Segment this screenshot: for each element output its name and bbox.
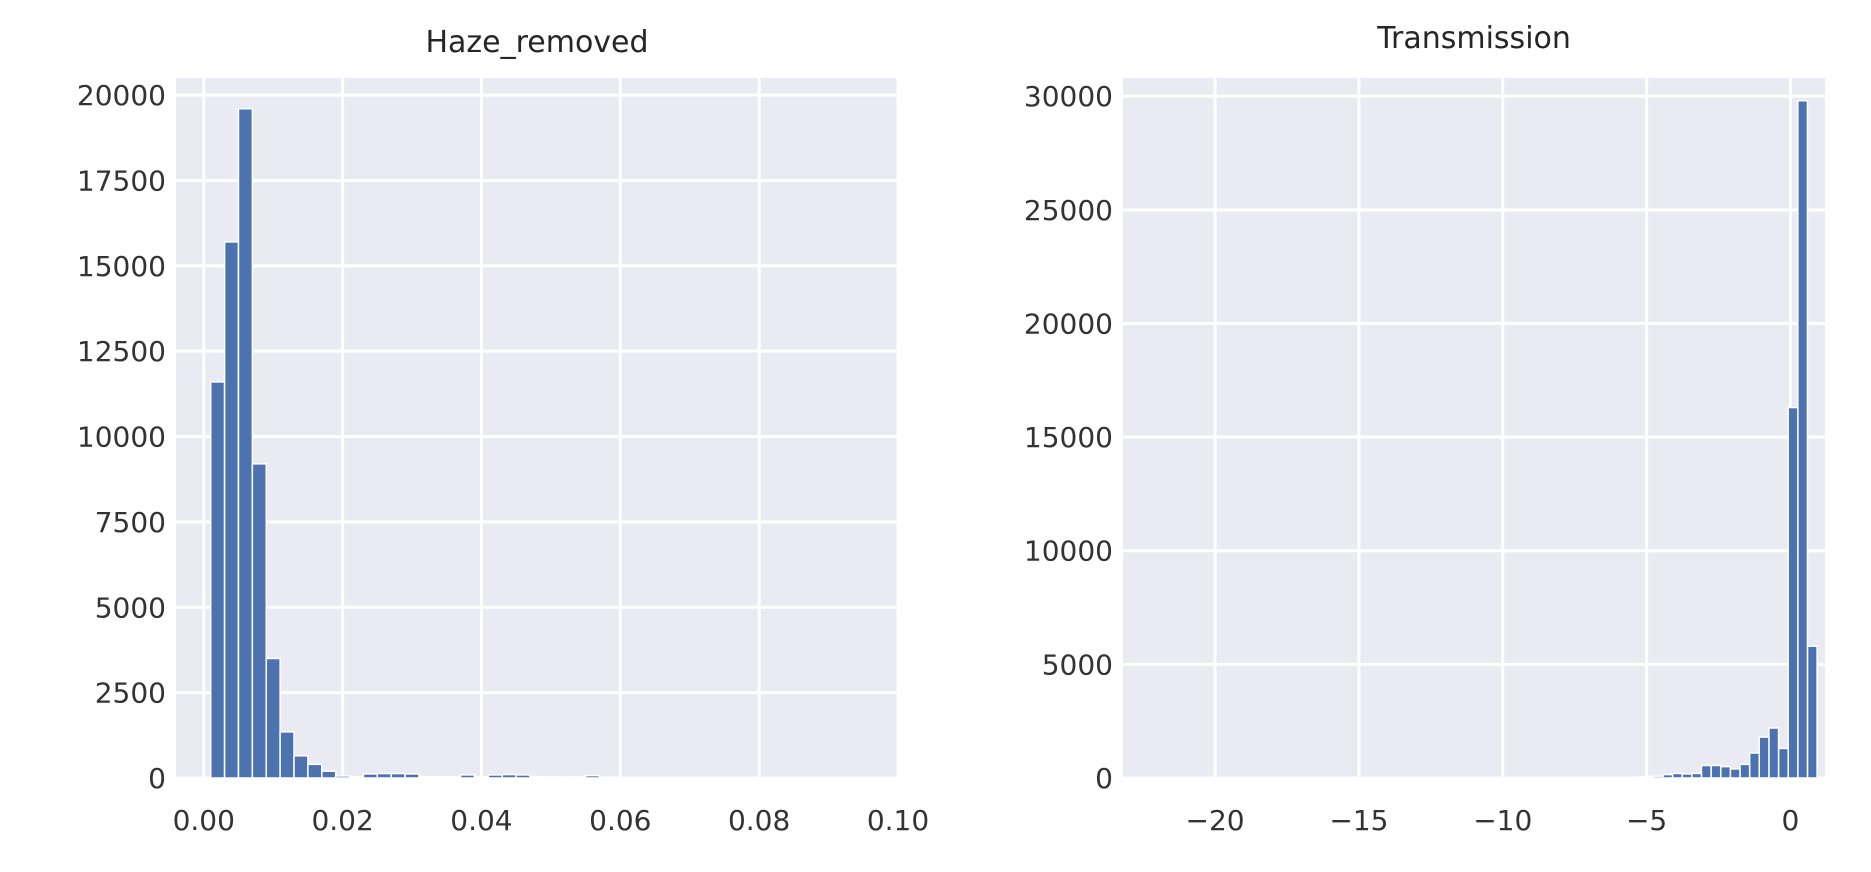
haze-removed-bar	[348, 775, 365, 779]
haze-removed-plot-area	[176, 78, 898, 778]
haze-removed-bar	[612, 776, 628, 779]
haze-removed-bar	[418, 775, 434, 779]
haze-removed-bar	[265, 657, 281, 779]
transmission-y-ticks: 0 5000 10000 15000 20000 25000 30000	[1024, 80, 1113, 795]
transmission-bar	[1787, 406, 1799, 779]
transmission-bar	[1642, 775, 1654, 779]
haze-removed-y-tick-label: 12500	[77, 335, 166, 368]
transmission-bar	[1671, 772, 1683, 779]
transmission-y-tick-label: 0	[1095, 762, 1113, 795]
transmission-plot-area	[1123, 78, 1825, 778]
transmission-x-tick-label: −5	[1626, 804, 1667, 837]
transmission-bar	[1691, 772, 1703, 779]
haze-removed-x-tick-label: 0.04	[450, 804, 512, 837]
haze-removed-y-tick-label: 2500	[95, 677, 166, 710]
haze-removed-y-tick-label: 15000	[77, 250, 166, 283]
transmission-x-tick-label: 0	[1782, 804, 1800, 837]
transmission-x-ticks: −20 −15 −10 −5 0	[1186, 804, 1800, 837]
transmission-bars	[1613, 99, 1818, 779]
haze-removed-gridlines	[176, 78, 900, 780]
transmission-bar	[1797, 99, 1809, 779]
haze-removed-y-ticks: 0 2500 5000 7500 10000 12500 15000 17500 20000	[77, 79, 166, 795]
transmission-bar	[1806, 645, 1818, 779]
transmission-y-tick-label: 10000	[1024, 535, 1113, 568]
haze-removed-x-tick-label: 0.08	[728, 804, 790, 837]
transmission-y-tick-label: 5000	[1042, 648, 1113, 681]
transmission-bar	[1748, 752, 1761, 779]
haze-removed-bar	[209, 381, 226, 779]
transmission-bar	[1739, 763, 1751, 779]
haze-removed-bar	[279, 731, 295, 779]
haze-removed-bar	[543, 776, 559, 779]
haze-removed-bar	[584, 774, 601, 779]
transmission-bar	[1700, 764, 1712, 779]
haze-removed-title: Haze_removed	[425, 25, 648, 60]
transmission-y-tick-label: 15000	[1024, 421, 1113, 454]
haze-removed-y-tick-label: 20000	[77, 79, 166, 112]
haze-removed-y-tick-label: 0	[148, 762, 166, 795]
transmission-bar	[1633, 776, 1645, 779]
haze-removed-bar	[529, 775, 545, 779]
haze-removed-bar	[293, 755, 309, 779]
haze-removed-bar	[446, 775, 462, 779]
haze-removed-bar	[570, 776, 587, 779]
haze-removed-x-tick-label: 0.10	[867, 804, 929, 837]
haze-removed-y-tick-label: 10000	[77, 421, 166, 454]
haze-removed-y-tick-label: 17500	[77, 164, 166, 197]
haze-removed-bar	[334, 775, 351, 779]
transmission-x-tick-label: −20	[1186, 804, 1245, 837]
haze-removed-x-tick-label: 0.02	[311, 804, 373, 837]
haze-removed-bar	[362, 773, 379, 779]
haze-removed-bar	[515, 774, 531, 779]
haze-removed-bar	[223, 241, 240, 779]
haze-removed-panel: 0 2500 5000 7500 10000 12500 15000 17500 20000 0…	[77, 25, 929, 837]
haze-removed-bar	[598, 776, 615, 779]
haze-removed-bar	[557, 776, 573, 779]
transmission-panel: 0 5000 10000 15000 20000 25000 30000 −20 −15 −10…	[1024, 21, 1825, 837]
haze-removed-x-tick-label: 0.06	[589, 804, 651, 837]
haze-removed-x-ticks: 0.00 0.02 0.04 0.06 0.08 0.10	[173, 804, 930, 837]
transmission-bar	[1768, 727, 1780, 779]
transmission-bar	[1710, 764, 1722, 779]
haze-removed-bar	[487, 774, 504, 779]
haze-removed-x-tick-label: 0.00	[173, 804, 235, 837]
transmission-y-tick-label: 25000	[1024, 194, 1113, 227]
haze-removed-bar	[432, 775, 448, 779]
transmission-x-tick-label: −10	[1473, 804, 1532, 837]
transmission-bar	[1758, 736, 1770, 779]
transmission-bar	[1652, 775, 1664, 779]
transmission-bar	[1777, 747, 1789, 779]
haze-removed-bar	[501, 773, 517, 779]
haze-removed-bars	[209, 107, 628, 779]
haze-removed-bar	[237, 107, 254, 779]
haze-removed-bar	[459, 774, 476, 779]
haze-removed-bar	[307, 763, 323, 779]
haze-removed-y-tick-label: 7500	[95, 506, 166, 539]
haze-removed-bar	[251, 463, 268, 779]
haze-removed-bar	[390, 772, 406, 779]
haze-removed-bar	[404, 773, 420, 779]
haze-removed-bar	[321, 770, 337, 779]
transmission-y-tick-label: 30000	[1024, 80, 1113, 113]
transmission-bar	[1681, 773, 1693, 779]
transmission-x-tick-label: −15	[1329, 804, 1388, 837]
transmission-bar	[1662, 773, 1674, 779]
haze-removed-bar	[376, 772, 392, 779]
transmission-bar	[1729, 768, 1741, 779]
transmission-title: Transmission	[1376, 21, 1571, 56]
transmission-y-tick-label: 20000	[1024, 307, 1113, 340]
haze-removed-bar	[473, 775, 490, 779]
transmission-bar	[1719, 765, 1732, 779]
haze-removed-y-tick-label: 5000	[95, 591, 166, 624]
